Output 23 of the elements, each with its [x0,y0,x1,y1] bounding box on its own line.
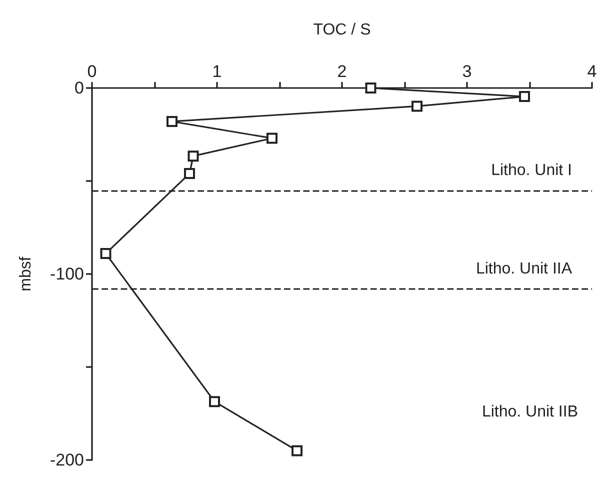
x-tick-label: 3 [462,62,472,81]
y-tick-label: -200 [50,450,84,470]
ref-line-label: Litho. Unit I [491,162,572,179]
point [292,445,302,456]
x-tick-label: 1 [212,62,222,81]
point [184,168,195,180]
point [412,100,422,112]
point [365,82,376,94]
x-tick-label: 4 [587,62,597,81]
ref-line-label: Litho. Unit IIA [476,260,572,278]
annotation: Litho. Unit IIB [482,404,578,420]
point [209,396,220,408]
point [100,248,112,260]
point [519,91,530,102]
point [166,116,178,127]
x-axis-title: TOC / S [313,22,371,38]
x-tick-label: 2 [337,62,347,81]
point [188,150,199,162]
x-tick-label: 0 [87,62,97,81]
y-tick-label: 0 [74,78,84,98]
y-tick-label: -100 [50,264,84,284]
y-axis-title: mbsf [18,256,34,292]
point [266,132,278,144]
